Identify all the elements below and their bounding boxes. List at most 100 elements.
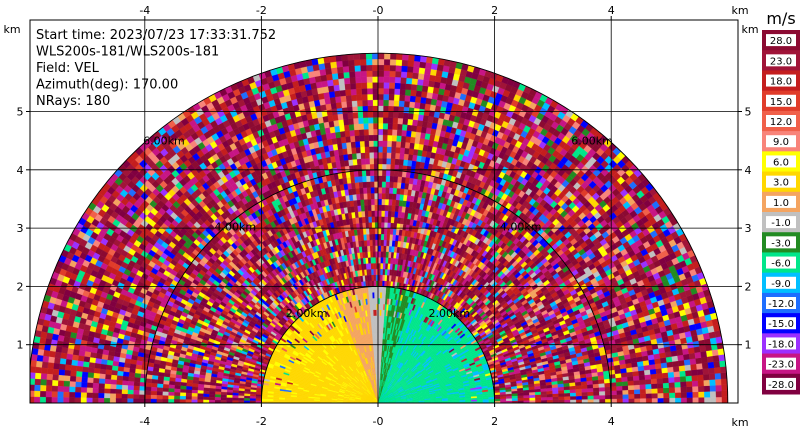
vel-approach-1	[615, 381, 623, 387]
vel-receding-15	[692, 391, 699, 398]
vel-receding-23	[639, 379, 646, 385]
vel-approach-3	[662, 382, 670, 389]
vel-approach-18	[540, 396, 548, 401]
vel-receding-23	[552, 396, 559, 401]
vel-strong-receding	[593, 387, 600, 392]
vel-near-zero	[669, 397, 676, 403]
vel-sandy-1	[587, 399, 594, 403]
vel-receding-23	[706, 355, 714, 363]
vel-receding-18	[558, 396, 565, 400]
vel-receding-18	[632, 370, 640, 377]
vel-receding-9	[611, 398, 618, 403]
vel-receding-12	[592, 383, 600, 389]
vel-receding-18	[523, 397, 530, 401]
vel-approach-18	[674, 376, 681, 383]
vel-approach-18	[598, 386, 606, 392]
vel-receding-18	[650, 373, 657, 380]
vel-near-zero	[570, 399, 577, 403]
vel-approach-18	[644, 374, 652, 380]
vel-strong-receding	[546, 393, 553, 398]
vel-receding-23	[699, 345, 707, 353]
vel-strong-receding	[627, 376, 634, 382]
vel-strong-approach	[409, 142, 415, 150]
vel-approach-1	[416, 84, 423, 92]
vel-strong-receding	[558, 393, 565, 397]
vel-receding-18	[721, 390, 728, 398]
vel-receding-18	[517, 397, 524, 401]
vel-strong-approach	[586, 384, 594, 389]
vel-receding-18	[558, 389, 565, 394]
vel-receding-18	[697, 380, 705, 387]
vel-receding-9	[673, 371, 681, 378]
vel-gold-3	[429, 68, 437, 76]
vel-approach-18	[621, 376, 628, 382]
vel-strong-approach	[433, 81, 441, 89]
vel-receding-18	[697, 374, 704, 381]
vel-strong-receding	[634, 393, 641, 399]
vel-approach-18	[546, 396, 554, 401]
vel-receding-12	[715, 378, 722, 386]
vel-approach-1	[621, 381, 629, 387]
vel-sandy-1	[627, 384, 635, 391]
vel-approach-9	[683, 359, 691, 366]
vel-receding-9	[426, 91, 433, 99]
vel-sandy-1	[415, 131, 422, 139]
vel-receding-18	[721, 396, 728, 403]
vel-receding-18	[420, 91, 428, 98]
vel-receding-23	[656, 377, 664, 384]
vel-approach-18	[424, 62, 432, 70]
vel-sandy-1	[645, 388, 652, 394]
vel-strong-approach	[425, 97, 432, 105]
vel-strong-receding	[695, 357, 703, 365]
vel-approach-6	[667, 371, 675, 378]
vel-strong-approach	[703, 385, 711, 392]
vel-receding-18	[645, 398, 653, 403]
vel-receding-18	[414, 96, 422, 103]
vel-receding-12	[634, 398, 641, 403]
vel-approach-18	[694, 351, 702, 359]
vel-receding-18	[686, 380, 693, 387]
vel-strong-approach	[419, 102, 426, 110]
vel-approach-15	[417, 114, 424, 121]
vel-receding-18	[576, 399, 583, 403]
vel-near-zero	[709, 391, 717, 398]
vel-strong-receding	[436, 64, 444, 72]
vel-strong-receding	[672, 360, 680, 367]
vel-approach-18	[677, 354, 685, 361]
vel-strong-receding	[703, 373, 710, 381]
vel-receding-18	[691, 374, 699, 382]
vel-near-zero	[644, 369, 651, 376]
vel-strong-approach	[616, 390, 623, 395]
vel-approach-15	[552, 390, 559, 394]
vel-near-zero	[599, 390, 606, 396]
vel-receding-23	[655, 368, 663, 374]
vel-approach-12	[649, 368, 657, 375]
vel-strong-receding	[421, 85, 429, 93]
vel-receding-23	[604, 390, 612, 396]
vel-approach-18	[632, 375, 640, 381]
vel-receding-18	[615, 377, 623, 383]
vel-receding-15	[409, 136, 416, 144]
vel-strong-approach	[570, 395, 577, 400]
vel-receding-23	[719, 366, 727, 374]
vel-strong-receding	[662, 377, 669, 384]
vel-gold-3	[698, 391, 705, 398]
vel-strong-approach	[683, 353, 690, 361]
vel-approach-9	[714, 372, 722, 380]
vel-approach-18	[649, 363, 656, 370]
vel-receding-18	[668, 387, 676, 393]
velocity-cells	[30, 53, 728, 403]
vel-receding-18	[721, 384, 728, 392]
vel-approach-18	[523, 394, 530, 399]
vel-approach-18	[639, 384, 646, 390]
vel-gold-3	[678, 365, 686, 372]
vel-receding-23	[626, 371, 634, 377]
vel-strong-receding	[663, 397, 670, 403]
vel-receding-18	[639, 388, 647, 394]
vel-strong-approach	[638, 370, 645, 376]
vel-strong-receding	[564, 392, 571, 397]
vel-approach-18	[500, 398, 507, 402]
vel-yellow-6	[603, 378, 611, 384]
vel-receding-23	[616, 394, 623, 399]
